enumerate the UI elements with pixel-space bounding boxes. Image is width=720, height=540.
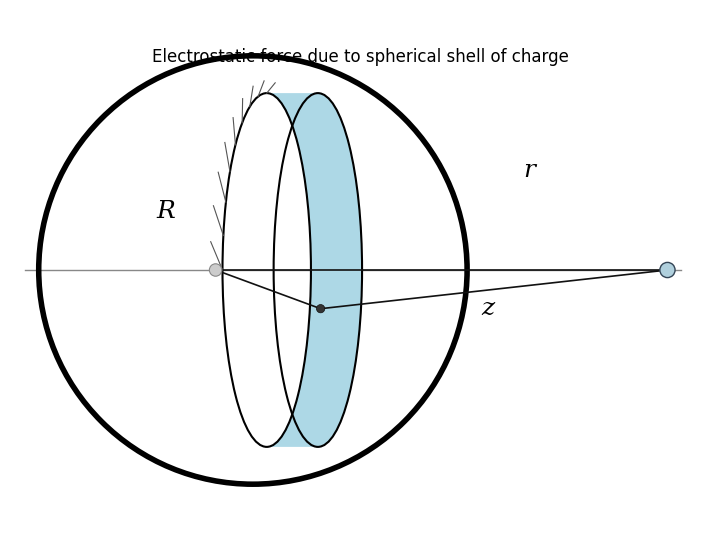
Text: r: r [523, 159, 535, 182]
Text: R: R [156, 200, 175, 224]
Polygon shape [266, 93, 362, 447]
Circle shape [660, 262, 675, 278]
Circle shape [210, 264, 222, 276]
Text: Electrostatic force due to spherical shell of charge: Electrostatic force due to spherical she… [152, 48, 568, 65]
Circle shape [317, 305, 325, 313]
Text: z: z [481, 297, 495, 320]
